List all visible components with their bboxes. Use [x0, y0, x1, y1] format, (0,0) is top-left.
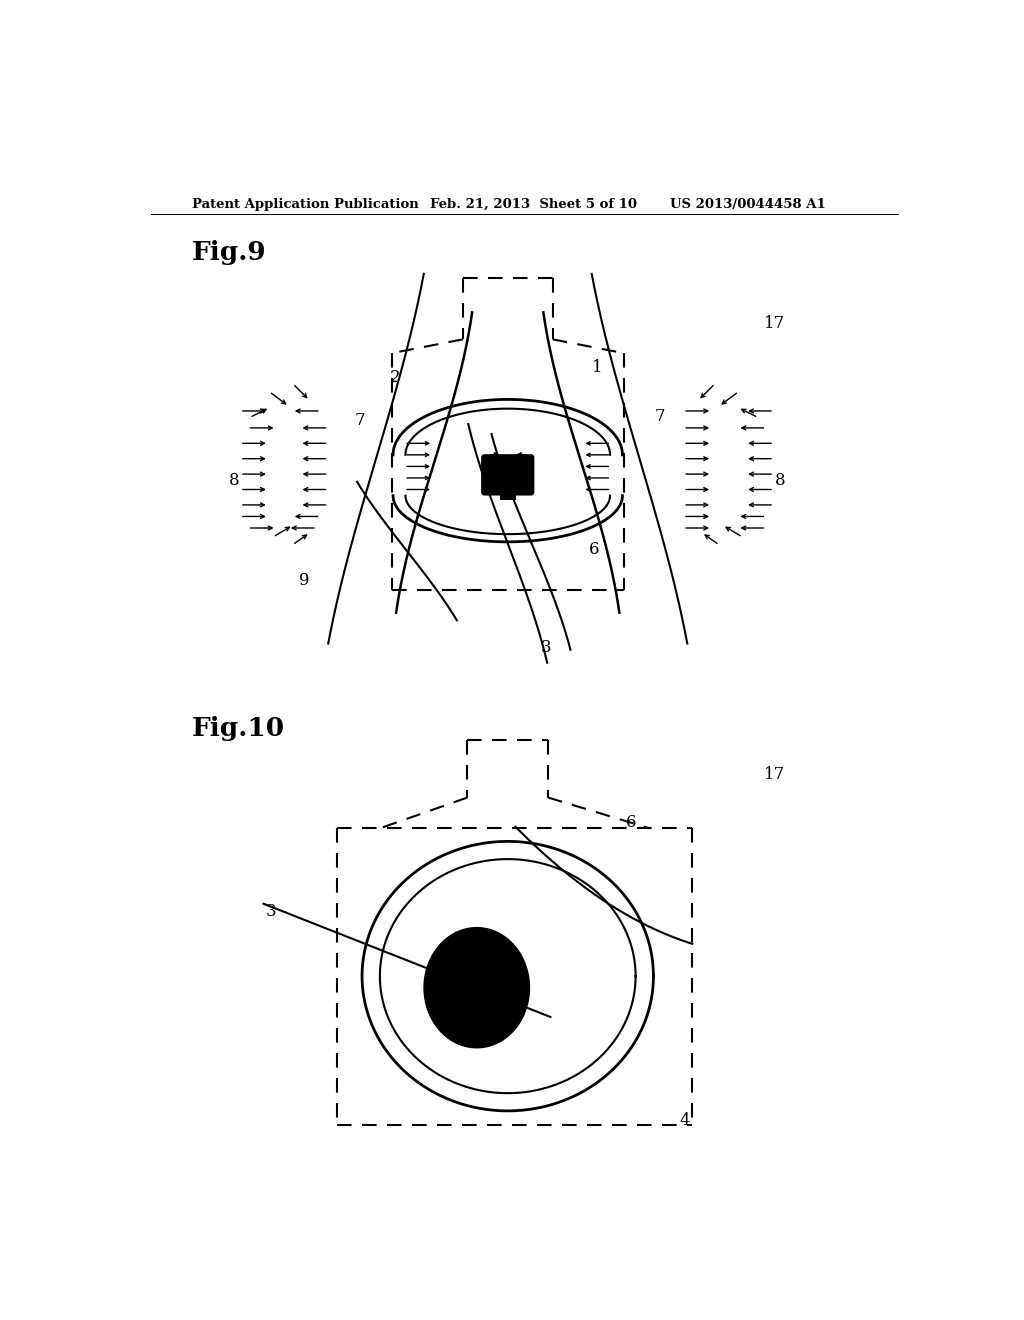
Text: 7: 7 — [355, 412, 366, 429]
Text: 6: 6 — [627, 813, 637, 830]
Text: 1: 1 — [592, 359, 602, 376]
Text: US 2013/0044458 A1: US 2013/0044458 A1 — [671, 198, 826, 211]
Text: 9: 9 — [299, 572, 309, 589]
Text: 7: 7 — [655, 408, 666, 425]
Text: 6: 6 — [589, 541, 600, 558]
Text: 3: 3 — [266, 903, 276, 920]
Text: Feb. 21, 2013  Sheet 5 of 10: Feb. 21, 2013 Sheet 5 of 10 — [430, 198, 637, 211]
Text: Patent Application Publication: Patent Application Publication — [191, 198, 418, 211]
FancyBboxPatch shape — [482, 455, 534, 495]
Text: Fig.10: Fig.10 — [191, 715, 285, 741]
Text: 8: 8 — [228, 471, 240, 488]
Polygon shape — [424, 928, 529, 1048]
Text: 17: 17 — [764, 315, 784, 333]
Text: 17: 17 — [764, 766, 784, 783]
Text: 4: 4 — [680, 1113, 690, 1130]
Text: 8: 8 — [775, 471, 785, 488]
Text: Fig.9: Fig.9 — [191, 240, 266, 265]
Bar — [500, 492, 515, 500]
Text: 2: 2 — [390, 370, 400, 387]
Text: 3: 3 — [541, 639, 551, 656]
